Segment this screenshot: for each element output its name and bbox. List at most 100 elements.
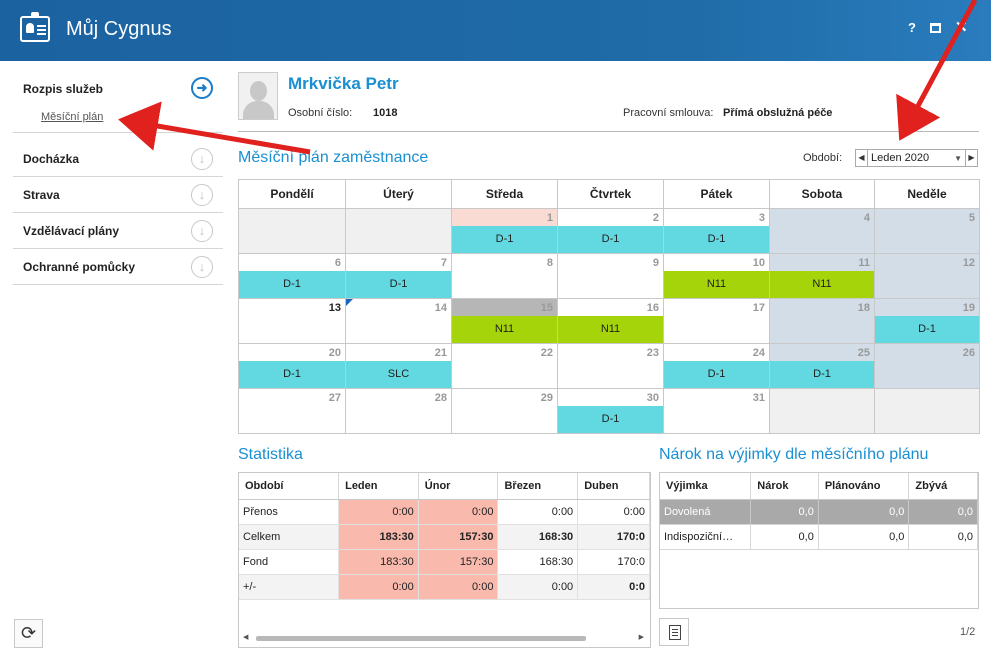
stats-col-duben[interactable]: Duben (577, 473, 650, 500)
day-number: 10 (752, 257, 765, 269)
shift-d-1[interactable]: D-1 (239, 271, 345, 298)
calendar-day-3[interactable]: 3 D-1 (663, 208, 770, 254)
day-number: 31 (752, 392, 765, 404)
stats-col-brezen[interactable]: Březen (497, 473, 579, 500)
sidebar-item-rozpis-sluzeb[interactable]: Rozpis služeb ➜ Měsíční plán (13, 71, 223, 133)
calendar-day-9[interactable]: 9 (557, 253, 664, 299)
calendar-day-8[interactable]: 8 (451, 253, 558, 299)
calendar-day-1[interactable]: 1 D-1 (451, 208, 558, 254)
arrow-down-circle-icon[interactable]: ↓ (191, 256, 213, 278)
shift-d-1[interactable]: D-1 (346, 271, 451, 298)
calendar-day-20[interactable]: 20 D-1 (238, 343, 346, 389)
shift-d-1[interactable]: D-1 (558, 406, 663, 433)
calendar-day-31[interactable]: 31 (663, 388, 770, 434)
stats-col-unor[interactable]: Únor (418, 473, 499, 500)
shift-d-1[interactable]: D-1 (664, 226, 769, 253)
sidebar-item-strava[interactable]: Strava ↓ (13, 177, 223, 213)
calendar-day-empty (238, 208, 346, 254)
arrow-right-circle-icon[interactable]: ➜ (191, 77, 213, 99)
day-number: 20 (328, 347, 341, 359)
calendar-day-14[interactable]: 14 (345, 298, 452, 344)
calendar-day-18[interactable]: 18 (769, 298, 875, 344)
claims-col-narok[interactable]: Nárok (750, 473, 819, 500)
calendar-day-16[interactable]: 16 N11 (557, 298, 664, 344)
calendar-day-19[interactable]: 19 D-1 (874, 298, 980, 344)
claims-col-planovano[interactable]: Plánováno (818, 473, 910, 500)
sidebar-item-vzdelavaci-plany[interactable]: Vzdělávací plány ↓ (13, 213, 223, 249)
calendar-day-11[interactable]: 11 N11 (769, 253, 875, 299)
app-logo-icon (20, 12, 50, 42)
calendar-day-30[interactable]: 30 D-1 (557, 388, 664, 434)
stats-cell: 0:0 (577, 574, 650, 600)
calendar-day-26[interactable]: 26 (874, 343, 980, 389)
shift-n11[interactable]: N11 (664, 271, 769, 298)
chevron-down-icon: ▼ (954, 154, 962, 163)
shift-n11[interactable]: N11 (770, 271, 874, 298)
claims-row[interactable]: Indispoziční… 0,0 0,0 0,0 (660, 524, 978, 550)
scrollbar-thumb[interactable] (256, 636, 586, 641)
sidebar-item-dochazka[interactable]: Docházka ↓ (13, 141, 223, 177)
calendar-day-23[interactable]: 23 (557, 343, 664, 389)
document-icon (669, 625, 681, 640)
period-label: Období: (803, 152, 843, 164)
stats-row-label: +/- (239, 574, 340, 600)
arrow-down-circle-icon[interactable]: ↓ (191, 184, 213, 206)
refresh-button[interactable]: ⟳ (14, 619, 43, 648)
shift-d-1[interactable]: D-1 (239, 361, 345, 388)
shift-d-1[interactable]: D-1 (558, 226, 663, 253)
period-prev-button[interactable]: ◀ (855, 149, 868, 167)
calendar-day-15[interactable]: 15 N11 (451, 298, 558, 344)
claims-col-zbyva[interactable]: Zbývá (908, 473, 978, 500)
calendar-day-4[interactable]: 4 (769, 208, 875, 254)
close-button[interactable]: ✕ (955, 19, 968, 36)
sidebar-item-ochranne-pomucky[interactable]: Ochranné pomůcky ↓ (13, 249, 223, 285)
stats-cell: 0:00 (577, 499, 650, 525)
calendar-day-27[interactable]: 27 (238, 388, 346, 434)
sidebar: Rozpis služeb ➜ Měsíční plán Docházka ↓ … (0, 61, 226, 658)
scroll-right-icon[interactable]: ▶ (638, 634, 644, 641)
maximize-icon[interactable] (930, 23, 941, 33)
calendar-day-5[interactable]: 5 (874, 208, 980, 254)
calendar-day-22[interactable]: 22 (451, 343, 558, 389)
claims-row[interactable]: Dovolená 0,0 0,0 0,0 (660, 499, 978, 525)
shift-d-1[interactable]: D-1 (875, 316, 979, 343)
calendar-day-10[interactable]: 10 N11 (663, 253, 770, 299)
calendar-day-13[interactable]: 13 (238, 298, 346, 344)
calendar-day-24[interactable]: 24 D-1 (663, 343, 770, 389)
note-marker-icon (346, 299, 353, 306)
day-number: 25 (857, 347, 870, 359)
claims-row-label: Indispoziční… (660, 524, 752, 550)
export-document-button[interactable] (659, 618, 689, 646)
shift-d-1[interactable]: D-1 (770, 361, 874, 388)
page-indicator: 1/2 (960, 626, 976, 638)
help-button[interactable]: ? (908, 20, 916, 35)
employee-name: Mrkvička Petr (288, 74, 399, 93)
calendar-day-25[interactable]: 25 D-1 (769, 343, 875, 389)
calendar-day-7[interactable]: 7 D-1 (345, 253, 452, 299)
horizontal-scrollbar[interactable]: ◀ ▶ (239, 633, 650, 643)
period-next-button[interactable]: ▶ (965, 149, 978, 167)
calendar-day-28[interactable]: 28 (345, 388, 452, 434)
stats-col-leden[interactable]: Leden (338, 473, 419, 500)
calendar-day-29[interactable]: 29 (451, 388, 558, 434)
shift-d-1[interactable]: D-1 (664, 361, 769, 388)
calendar-day-17[interactable]: 17 (663, 298, 770, 344)
calendar-day-21[interactable]: 21 SLC (345, 343, 452, 389)
weekday-header-pondeli: Pondělí (238, 179, 346, 209)
sidebar-subitem-mesicni-plan[interactable]: Měsíční plán (41, 111, 104, 123)
calendar-day-12[interactable]: 12 (874, 253, 980, 299)
shift-n11[interactable]: N11 (558, 316, 663, 343)
calendar-day-6[interactable]: 6 D-1 (238, 253, 346, 299)
claims-table: Výjimka Nárok Plánováno Zbývá Dovolená 0,0 0,… (660, 473, 978, 550)
arrow-down-circle-icon[interactable]: ↓ (191, 220, 213, 242)
calendar-day-2[interactable]: 2 D-1 (557, 208, 664, 254)
period-select[interactable]: Leden 2020 ▼ (868, 149, 965, 167)
shift-slc[interactable]: SLC (346, 361, 451, 388)
arrow-down-circle-icon[interactable]: ↓ (191, 148, 213, 170)
shift-d-1[interactable]: D-1 (452, 226, 557, 253)
scroll-left-icon[interactable]: ◀ (243, 634, 249, 641)
claims-col-vyjimka[interactable]: Výjimka (660, 473, 752, 500)
stats-col-obdobi[interactable]: Období (239, 473, 340, 500)
stats-row-label: Přenos (239, 499, 340, 525)
shift-n11[interactable]: N11 (452, 316, 557, 343)
